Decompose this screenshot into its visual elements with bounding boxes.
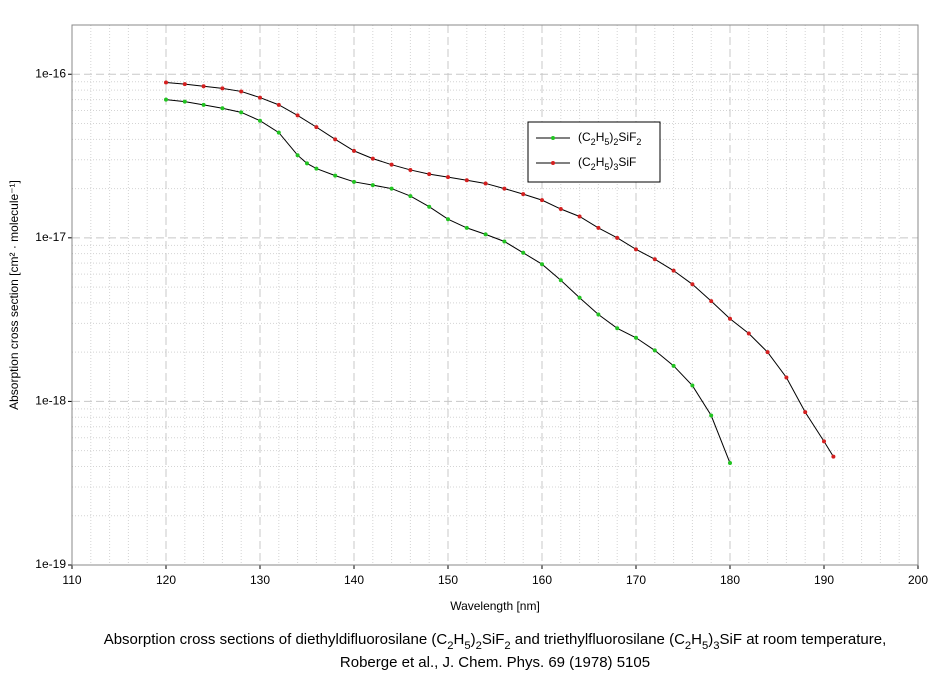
data-point xyxy=(803,410,808,415)
data-point xyxy=(690,383,695,388)
data-point xyxy=(634,247,638,252)
data-point xyxy=(239,89,244,94)
x-tick-label: 150 xyxy=(438,573,458,587)
x-tick-label: 130 xyxy=(250,573,270,587)
data-point xyxy=(305,161,309,166)
data-point xyxy=(521,192,526,197)
data-point xyxy=(502,186,507,191)
data-point xyxy=(164,97,168,102)
data-point xyxy=(258,95,262,100)
data-point xyxy=(239,110,244,115)
x-tick-label: 110 xyxy=(62,573,81,587)
data-point xyxy=(577,214,582,219)
legend-marker xyxy=(551,161,555,165)
data-point xyxy=(615,235,620,240)
x-tick-label: 120 xyxy=(156,573,176,587)
series-line xyxy=(165,99,731,464)
data-point xyxy=(746,331,751,336)
data-point xyxy=(446,217,450,222)
data-point xyxy=(182,82,187,87)
data-point xyxy=(634,335,638,340)
data-point xyxy=(408,167,413,172)
y-tick-label: 1e-18 xyxy=(35,394,66,408)
data-point xyxy=(427,172,432,177)
data-point xyxy=(558,278,563,283)
plot-frame xyxy=(71,24,919,566)
x-tick-label: 170 xyxy=(626,573,646,587)
data-point xyxy=(483,181,488,186)
data-point xyxy=(164,80,168,85)
x-tick-label: 190 xyxy=(814,573,834,587)
data-point xyxy=(333,137,338,142)
data-point xyxy=(258,118,262,123)
legend-box xyxy=(527,121,661,183)
data-point xyxy=(671,363,676,368)
data-point xyxy=(558,207,563,212)
data-point xyxy=(709,299,714,304)
caption: Roberge et al., J. Chem. Phys. 69 (1978)… xyxy=(340,654,650,671)
data-point xyxy=(709,413,714,418)
data-point xyxy=(690,282,695,287)
data-point xyxy=(352,148,356,153)
data-point xyxy=(182,99,187,104)
data-point xyxy=(596,312,601,317)
x-axis-title: Wavelength [nm] xyxy=(450,599,540,613)
data-point xyxy=(295,113,300,118)
data-point xyxy=(483,232,488,237)
y-tick-label: 1e-16 xyxy=(35,66,66,80)
data-point xyxy=(220,106,225,111)
data-point xyxy=(464,178,469,183)
data-point xyxy=(314,166,319,171)
legend-marker xyxy=(551,136,555,140)
y-axis-title: Absorption cross section [cm² · molecule… xyxy=(7,180,21,410)
data-point xyxy=(540,198,544,203)
x-tick-label: 200 xyxy=(908,573,928,587)
data-point xyxy=(201,102,206,107)
data-point xyxy=(596,225,601,230)
data-point xyxy=(464,225,469,230)
data-point xyxy=(427,204,432,209)
data-point xyxy=(765,350,770,355)
data-point xyxy=(577,295,582,300)
data-point xyxy=(446,175,450,180)
data-point xyxy=(502,239,507,244)
data-point xyxy=(831,454,836,459)
data-point xyxy=(276,102,281,107)
x-tick-label: 180 xyxy=(720,573,740,587)
data-point xyxy=(728,316,732,321)
caption: Absorption cross sections of diethyldifl… xyxy=(104,631,887,652)
data-point xyxy=(389,186,394,191)
data-point xyxy=(389,162,394,167)
y-tick-label: 1e-17 xyxy=(35,230,66,244)
data-point xyxy=(295,153,300,158)
x-tick-label: 140 xyxy=(344,573,364,587)
data-point xyxy=(201,84,206,89)
data-point xyxy=(652,348,657,353)
data-point xyxy=(408,194,413,199)
x-tick-label: 160 xyxy=(532,573,552,587)
data-point xyxy=(352,179,356,184)
data-point xyxy=(615,326,620,331)
data-point xyxy=(671,268,676,273)
legend-label: (C2H5)3SiF xyxy=(578,155,636,172)
data-point xyxy=(521,250,526,255)
y-tick-label: 1e-19 xyxy=(35,557,66,571)
legend-label: (C2H5)2SiF2 xyxy=(578,130,641,147)
data-point xyxy=(370,183,375,188)
data-point xyxy=(540,262,544,267)
data-point xyxy=(370,156,375,161)
data-point xyxy=(784,375,789,380)
data-point xyxy=(220,86,225,91)
series-line xyxy=(165,82,834,457)
data-point xyxy=(314,125,319,130)
data-point xyxy=(652,257,657,262)
data-point xyxy=(822,439,826,444)
data-point xyxy=(333,173,338,178)
data-point xyxy=(276,130,281,135)
data-point xyxy=(728,461,732,466)
